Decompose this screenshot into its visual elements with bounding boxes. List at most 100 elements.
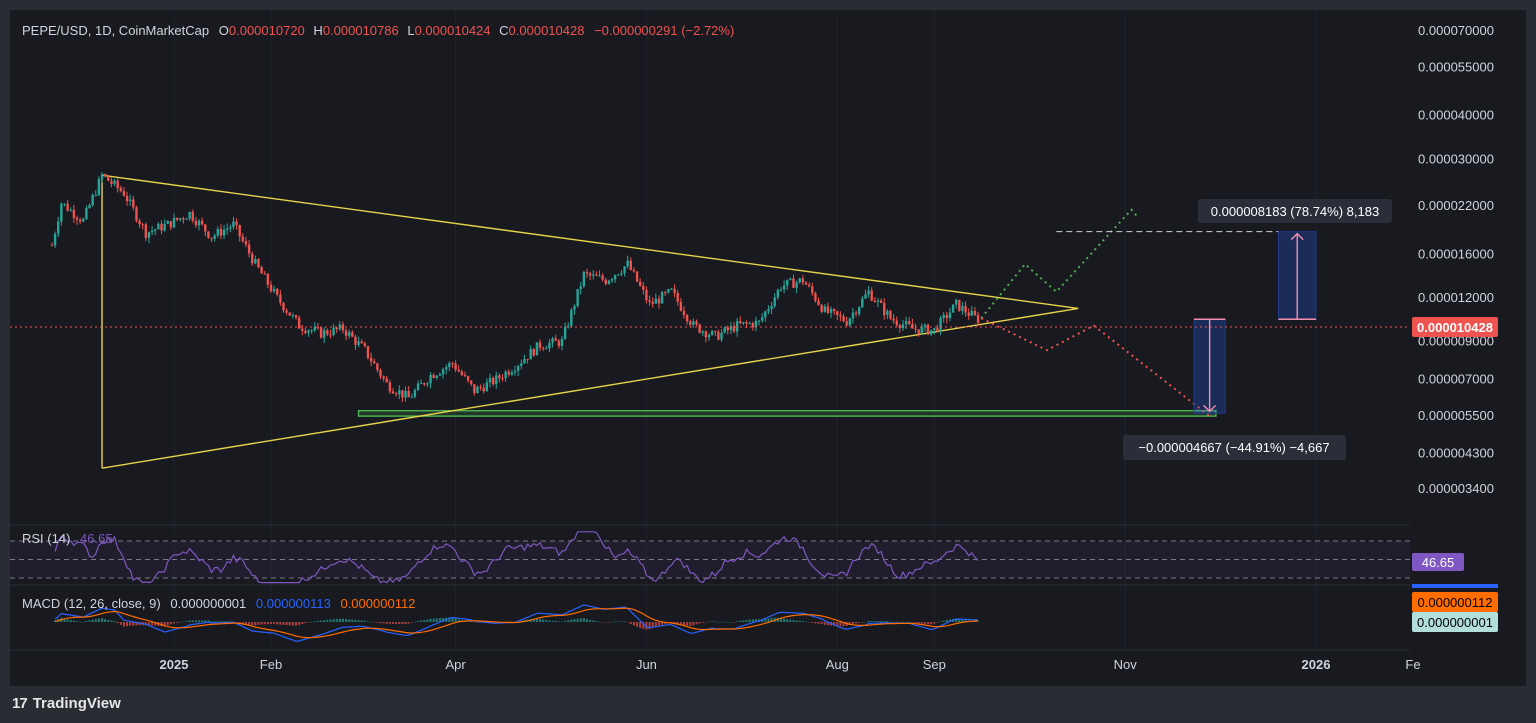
- candle-body: [473, 384, 476, 394]
- macd-hist-bar: [147, 622, 150, 626]
- macd-hist-bar: [382, 622, 385, 624]
- macd-hist-bar: [945, 620, 948, 622]
- candle: [876, 298, 880, 308]
- candle: [304, 327, 307, 335]
- candle: [858, 306, 861, 317]
- macd-hist-bar: [398, 622, 401, 624]
- candle: [435, 374, 439, 380]
- candle-body: [542, 347, 545, 349]
- candle: [685, 313, 689, 325]
- open-value: 0.000010720: [229, 23, 305, 38]
- measure-down-bg: [1123, 435, 1346, 460]
- macd-hist-bar: [848, 622, 851, 625]
- candle: [864, 289, 867, 300]
- macd-hist-bar: [701, 622, 704, 623]
- macd-hist-bar: [473, 622, 476, 623]
- candle-body: [232, 221, 235, 228]
- tradingview-logo-icon[interactable]: 17: [12, 694, 28, 712]
- candle-body: [776, 289, 780, 298]
- candle: [466, 375, 470, 383]
- macd-hist-bar: [379, 622, 382, 624]
- candle-body: [460, 371, 464, 376]
- candle-body: [745, 322, 748, 324]
- candle: [942, 312, 945, 323]
- macd-hist-bar: [726, 621, 729, 623]
- candle: [344, 328, 348, 341]
- candle-body: [385, 378, 388, 383]
- candle: [748, 321, 751, 325]
- macd-hist-bar: [335, 618, 338, 622]
- macd-hist-bar: [573, 619, 576, 622]
- brand-name[interactable]: TradingView: [32, 694, 121, 712]
- candle-body: [635, 271, 639, 282]
- macd-hist-bar: [251, 622, 254, 626]
- candle-body: [826, 306, 830, 313]
- macd-hist-bar: [176, 622, 179, 623]
- candle: [573, 304, 576, 315]
- candle-body: [588, 273, 592, 276]
- candle-body: [670, 288, 673, 290]
- candle-body: [692, 321, 695, 325]
- macd-hist-bar: [839, 622, 842, 627]
- candle-body: [576, 289, 579, 307]
- candle-body: [301, 328, 304, 331]
- candle: [689, 319, 692, 328]
- candle-body: [970, 310, 974, 316]
- y-tick-label: 0.000030000: [1418, 151, 1494, 166]
- macd-hist-bar: [723, 621, 726, 623]
- candle: [460, 369, 464, 377]
- candle-body: [651, 301, 654, 304]
- macd-hist-bar: [542, 619, 545, 622]
- candle-body: [341, 324, 345, 331]
- y-tick-label: 0.000005500: [1418, 408, 1494, 423]
- candle: [610, 277, 614, 284]
- macd-hist-bar: [392, 622, 395, 624]
- candle-body: [297, 317, 301, 329]
- macd-hist-bar: [238, 622, 241, 624]
- candle-body: [247, 244, 251, 254]
- candle: [463, 371, 467, 378]
- x-tick-label: 2025: [160, 657, 189, 672]
- candle-body: [441, 369, 445, 375]
- candle-body: [664, 292, 667, 294]
- candle-body: [929, 329, 933, 335]
- candle-body: [398, 390, 401, 395]
- candle: [172, 213, 176, 229]
- candle: [307, 329, 310, 337]
- candle-body: [107, 176, 110, 181]
- candle-body: [488, 377, 492, 383]
- candle-body: [573, 306, 576, 310]
- y-tick-label: 0.000007000: [1418, 372, 1494, 387]
- macd-hist-bar: [958, 619, 961, 622]
- candle: [479, 384, 482, 391]
- candle-body: [714, 331, 717, 333]
- candle-body: [917, 329, 920, 334]
- x-tick-label: Fe: [1405, 657, 1420, 672]
- candle-body: [485, 382, 489, 392]
- candle: [707, 332, 711, 341]
- candle-body: [729, 325, 733, 331]
- macd-hist-bar: [235, 622, 238, 623]
- measure-down-arrowhead: [1203, 404, 1217, 413]
- triangle-lower-line: [101, 307, 1079, 469]
- macd-hist-bar: [404, 622, 407, 624]
- candle: [175, 217, 179, 222]
- candle-body: [901, 324, 905, 328]
- candle: [191, 209, 194, 224]
- candle-body: [710, 331, 714, 335]
- candle-body: [373, 361, 376, 364]
- macd-hist-bar: [883, 621, 886, 622]
- price-chart[interactable]: 0.000070000 0.000055000 0.000040000 0.00003…: [10, 10, 1526, 686]
- macd-hist-bar: [942, 620, 945, 622]
- macd-hist-bar: [104, 619, 107, 622]
- candle-body: [513, 370, 517, 373]
- candle: [704, 330, 708, 343]
- macd-hist-bar: [642, 622, 645, 629]
- macd-hist-bar: [767, 618, 770, 622]
- candle: [911, 318, 914, 329]
- candle-body: [829, 308, 833, 313]
- candle: [473, 384, 476, 396]
- candle: [532, 347, 535, 357]
- high-value: 0.000010786: [323, 23, 399, 38]
- candle-body: [792, 278, 795, 288]
